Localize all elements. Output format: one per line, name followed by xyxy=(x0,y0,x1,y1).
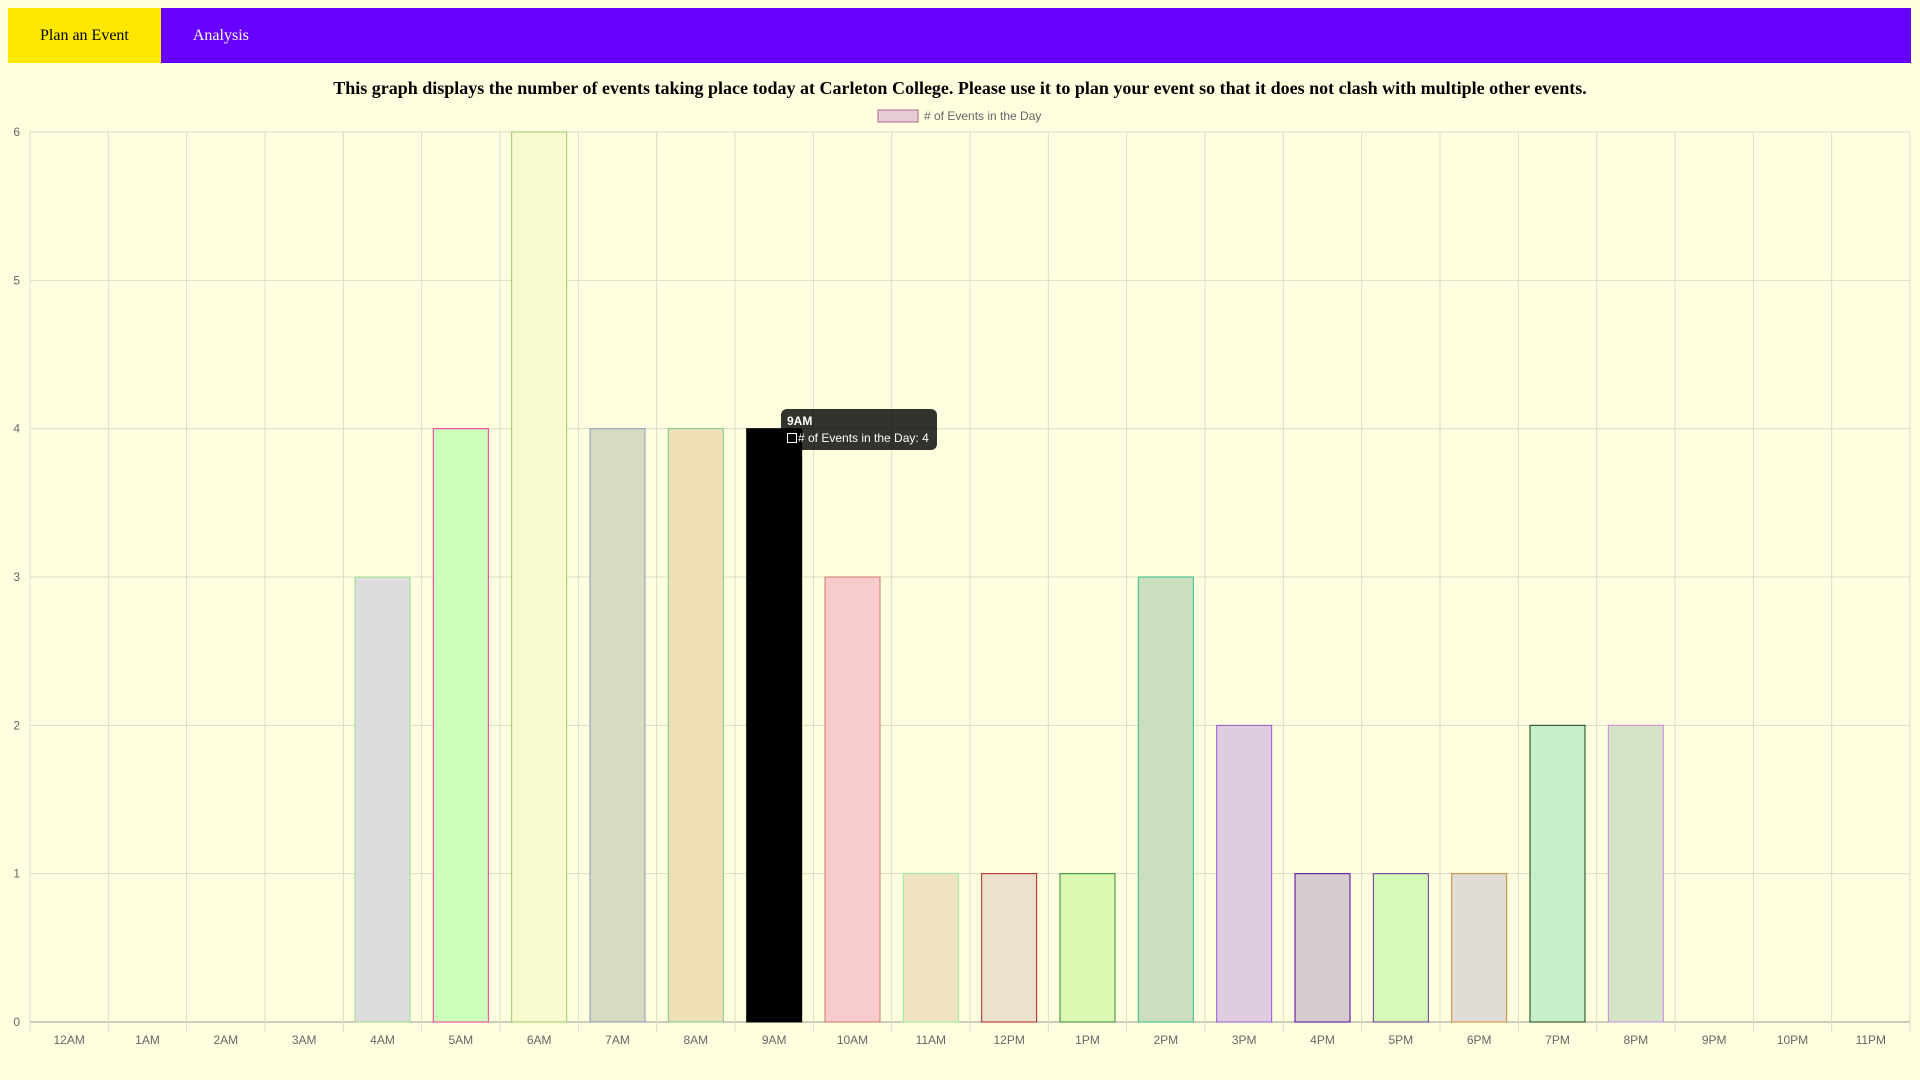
x-tick-label: 3PM xyxy=(1232,1033,1257,1047)
x-tick-label: 9PM xyxy=(1702,1033,1727,1047)
bar-8PM xyxy=(1607,724,1664,1023)
bar-11AM xyxy=(902,873,959,1023)
x-tick-label: 8AM xyxy=(683,1033,708,1047)
tooltip-label: # of Events in the Day: 4 xyxy=(798,431,929,445)
tooltip-swatch xyxy=(787,433,797,443)
bar-6AM xyxy=(511,131,568,1023)
y-tick-label: 0 xyxy=(13,1015,20,1029)
bar-2PM xyxy=(1137,576,1194,1023)
bar-7AM xyxy=(589,428,646,1023)
x-tick-label: 8PM xyxy=(1623,1033,1648,1047)
legend-label: # of Events in the Day xyxy=(924,109,1041,123)
x-tick-label: 9AM xyxy=(762,1033,787,1047)
x-tick-label: 10AM xyxy=(837,1033,868,1047)
x-tick-label: 5AM xyxy=(448,1033,473,1047)
x-tick-label: 1PM xyxy=(1075,1033,1100,1047)
x-tick-label: 1AM xyxy=(135,1033,160,1047)
bar-4PM xyxy=(1294,873,1351,1023)
x-tick-label: 7PM xyxy=(1545,1033,1570,1047)
x-tick-label: 5PM xyxy=(1388,1033,1413,1047)
y-tick-label: 1 xyxy=(13,867,20,881)
y-tick-label: 3 xyxy=(13,570,20,584)
x-tick-label: 4AM xyxy=(370,1033,395,1047)
bar-5PM xyxy=(1372,873,1429,1023)
page-title: This graph displays the number of events… xyxy=(333,78,1587,98)
y-tick-label: 2 xyxy=(13,718,20,732)
x-tick-label: 10PM xyxy=(1777,1033,1808,1047)
x-tick-label: 11AM xyxy=(916,1033,946,1047)
legend-swatch xyxy=(877,109,919,123)
x-tick-label: 12PM xyxy=(993,1033,1024,1047)
nav-analysis[interactable]: Analysis xyxy=(192,26,249,44)
bar-10AM xyxy=(824,576,881,1023)
x-tick-label: 12AM xyxy=(53,1033,84,1047)
bar-9AM xyxy=(746,428,803,1023)
bar-4AM xyxy=(354,576,411,1023)
top-navbar: Plan an Event Analysis xyxy=(8,8,1911,63)
tooltip-title: 9AM xyxy=(787,414,813,428)
x-tick-label: 11PM xyxy=(1856,1033,1886,1047)
y-tick-label: 6 xyxy=(13,125,20,139)
nav-plan-an-event[interactable]: Plan an Event xyxy=(8,8,161,63)
bar-8AM xyxy=(667,428,724,1023)
y-tick-label: 4 xyxy=(13,422,20,436)
bar-3PM xyxy=(1216,724,1273,1023)
bar-7PM xyxy=(1529,724,1586,1023)
bar-6PM xyxy=(1451,873,1508,1023)
chart-tooltip: 9AM # of Events in the Day: 4 xyxy=(781,409,937,450)
bar-5AM xyxy=(432,428,489,1023)
x-tick-label: 7AM xyxy=(605,1033,630,1047)
x-tick-label: 6AM xyxy=(527,1033,552,1047)
bar-1PM xyxy=(1059,873,1116,1023)
x-tick-label: 3AM xyxy=(292,1033,317,1047)
bar-12PM xyxy=(981,873,1038,1023)
x-tick-label: 6PM xyxy=(1467,1033,1492,1047)
x-tick-label: 4PM xyxy=(1310,1033,1335,1047)
y-tick-label: 5 xyxy=(13,273,20,287)
x-tick-label: 2PM xyxy=(1153,1033,1178,1047)
x-tick-label: 2AM xyxy=(213,1033,238,1047)
